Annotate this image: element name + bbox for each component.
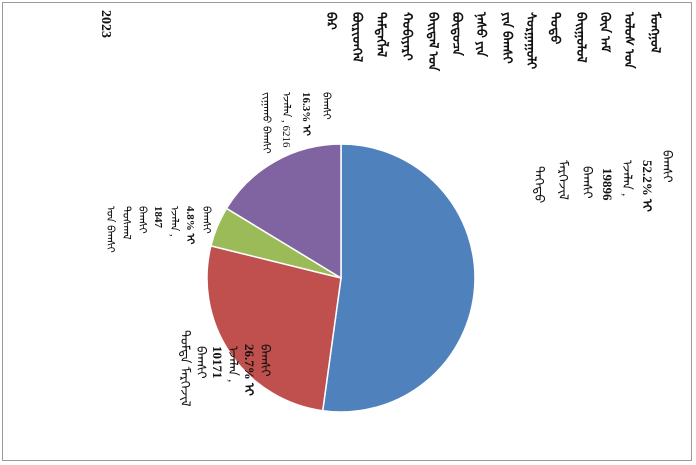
- slice-label-line: ᠡᠵᠡᠯᠡᠨ ,: [620, 160, 635, 197]
- chart-title-line: ᠪᠡᠷ: [324, 12, 339, 30]
- slice-label-line: ᠪᠠᠭᠰᠢ: [258, 344, 273, 377]
- pie-slice-teacher: [321, 143, 476, 413]
- slice-label-line: ᠪᠠᠭᠰᠢ: [660, 150, 675, 183]
- chart-title-line: ᠪᠦᠲᠦᠴᠡ: [450, 12, 465, 56]
- slice-label-line: ᠳᠤᠮᠳᠠ ᠮᠡᠷᠭᠡᠵᠢᠯ: [178, 330, 193, 407]
- slice-label-line: ᠪᠠᠭᠰᠢ: [580, 166, 595, 199]
- slice-label-line: ᠡᠵᠡᠯᠡᠨ ,: [168, 206, 180, 237]
- chart-title-line: ᠲᠡᠮᠳᠡᠭᠯᠡᠯ: [374, 12, 389, 58]
- slice-label-line: 16.3% ᠢ: [300, 92, 312, 136]
- slice-label-line: ᠵᠢᠭᠠᠬᠤ ᠪᠠᠭᠰᠢ: [260, 92, 272, 154]
- slice-label-line: ᠮᠡᠷᠭᠡᠵᠢᠯ: [556, 160, 571, 201]
- slice-label-line: 1847: [152, 206, 164, 228]
- slice-label-line: ᠪᠠᠭᠰᠢ: [320, 92, 332, 120]
- pie-slice-middle: [206, 244, 342, 412]
- slice-label-line: ᠡᠵᠡᠯᠡᠨ ,: [226, 346, 241, 383]
- chart-title-line: ᠨᠠᠰᠤ ᠶᠢᠨ: [474, 12, 489, 57]
- slice-label-line: 19896: [600, 168, 615, 201]
- chart-title-line: ᠤᠯᠤᠰ ᠤᠨ: [622, 12, 637, 69]
- chart-title-line: ᠳᠤᠲᠤ: [548, 12, 563, 45]
- chart-title-line: ᠬᠤᠪᠢᠶᠠᠷᠢ: [400, 12, 415, 61]
- pie-slice-lecturer: [225, 143, 342, 280]
- slice-label-line: ᠳᠡᠭᠡᠳᠦ: [532, 166, 547, 204]
- slice-label-line: 26.7% ᠢ: [242, 344, 257, 396]
- slice-label-line: ᠪᠠᠭᠰᠢ: [194, 346, 209, 379]
- chart-frame: [2, 2, 692, 461]
- chart-title-line: ᠬᠦᠨ ᠠᠮ: [598, 12, 613, 53]
- chart-title-line: ᠰᠤᠷᠭᠠᠭᠤᠯᠢ: [524, 12, 539, 70]
- chart-title-line: ᠪᠠᠢᠭᠤᠯᠤᠯ: [574, 12, 589, 63]
- chart-title-line: ᠪᠦᠷᠢᠳᠬᠡᠯ: [350, 12, 365, 63]
- slice-label-line: 52.2% ᠢ: [640, 160, 655, 212]
- chart-year: 2023: [98, 10, 113, 38]
- slice-label-line: ᠡᠵᠡᠯᠡᠨ , 6216: [280, 92, 292, 148]
- chart-title-line: ᠶᠢᠨ ᠪᠠᠭᠰᠢ: [500, 12, 515, 64]
- slice-label-line: ᠪᠠᠭᠰᠢ: [200, 206, 212, 234]
- slice-label-line: ᠳᠤᠰᠬᠠᠯ: [120, 206, 132, 240]
- slice-label-line: 4.8% ᠢ: [184, 206, 196, 245]
- chart-title-line: ᠮᠣᠩᠭᠣᠯ: [648, 12, 663, 54]
- slice-label-line: 10171: [210, 346, 225, 379]
- chart-title-line: ᠪᠠᠢᠳᠠᠯ ᠤᠨ: [426, 12, 441, 72]
- slice-label-line: ᠪᠠᠭᠰᠢ: [136, 206, 148, 234]
- slice-label-line: ᠤᠨ ᠪᠠᠭᠰᠢ: [104, 206, 116, 253]
